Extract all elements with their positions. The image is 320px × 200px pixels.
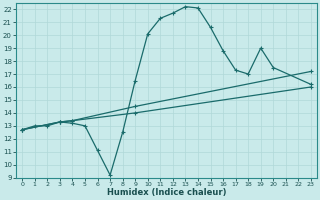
X-axis label: Humidex (Indice chaleur): Humidex (Indice chaleur) [107, 188, 226, 197]
